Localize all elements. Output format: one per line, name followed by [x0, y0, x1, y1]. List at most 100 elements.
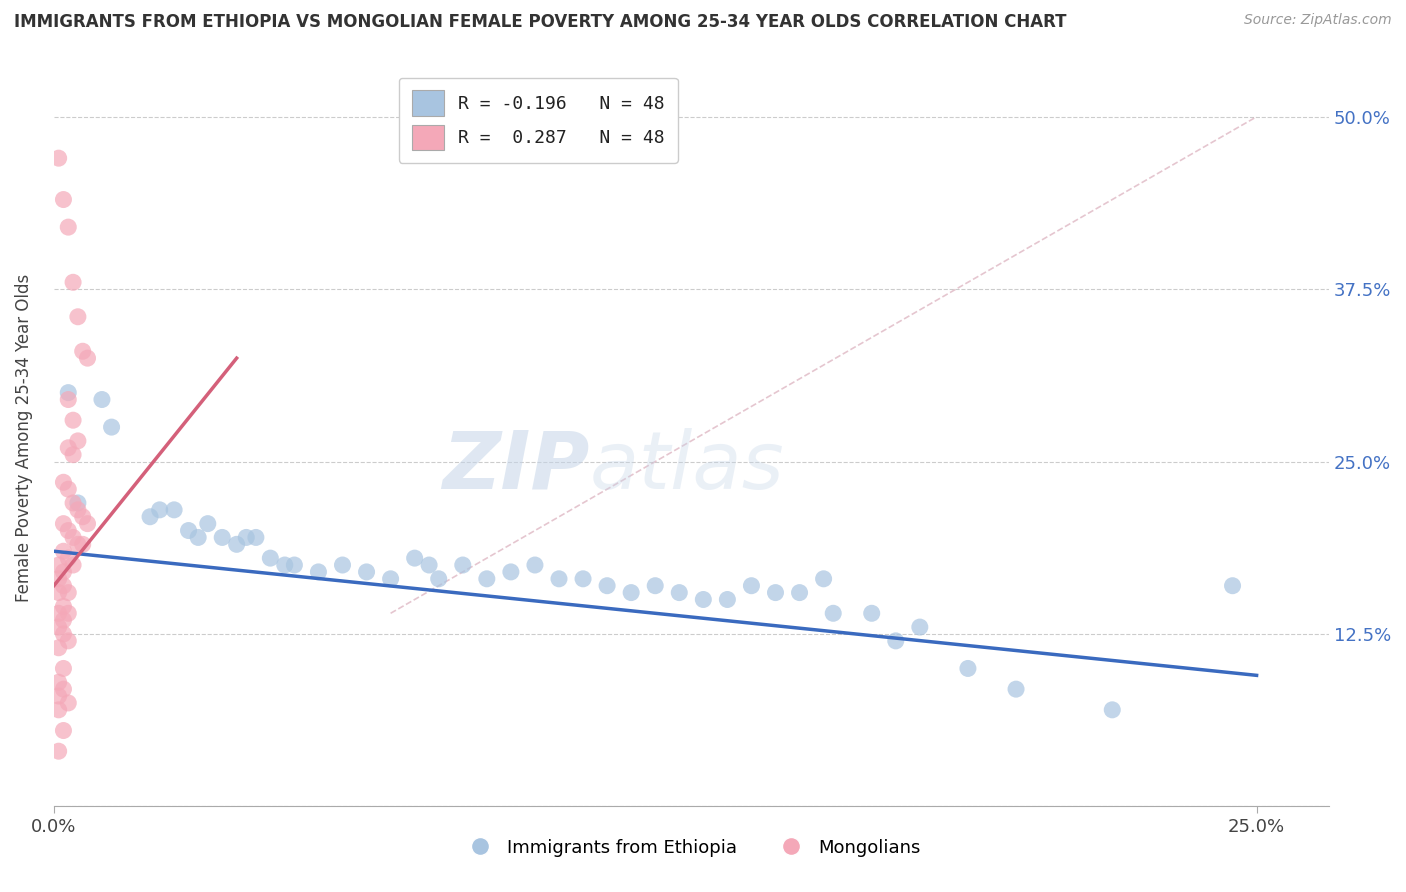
Point — [48, 675, 70, 690]
Point — [52, 723, 75, 738]
Point — [163, 503, 186, 517]
Point — [48, 640, 70, 655]
Text: IMMIGRANTS FROM ETHIOPIA VS MONGOLIAN FEMALE POVERTY AMONG 25-34 YEAR OLDS CORRE: IMMIGRANTS FROM ETHIOPIA VS MONGOLIAN FE… — [14, 13, 1067, 31]
Point — [66, 434, 89, 448]
Point — [52, 613, 75, 627]
Point — [332, 558, 354, 572]
Point — [48, 151, 70, 165]
Point — [1101, 703, 1123, 717]
Point — [177, 524, 200, 538]
Point — [644, 579, 666, 593]
Point — [404, 551, 426, 566]
Point — [62, 531, 84, 545]
Point — [58, 220, 80, 235]
Point — [418, 558, 440, 572]
Point — [572, 572, 595, 586]
Point — [789, 585, 811, 599]
Point — [66, 496, 89, 510]
Point — [52, 627, 75, 641]
Point — [813, 572, 835, 586]
Point — [765, 585, 787, 599]
Point — [52, 516, 75, 531]
Point — [58, 482, 80, 496]
Point — [48, 558, 70, 572]
Point — [52, 682, 75, 697]
Point — [451, 558, 474, 572]
Point — [740, 579, 762, 593]
Point — [72, 344, 94, 359]
Point — [52, 565, 75, 579]
Point — [1005, 682, 1028, 697]
Point — [48, 703, 70, 717]
Point — [66, 503, 89, 517]
Point — [716, 592, 738, 607]
Point — [58, 607, 80, 621]
Point — [62, 275, 84, 289]
Point — [62, 448, 84, 462]
Point — [52, 475, 75, 490]
Point — [475, 572, 498, 586]
Point — [48, 689, 70, 703]
Point — [274, 558, 297, 572]
Point — [548, 572, 571, 586]
Point — [48, 607, 70, 621]
Text: atlas: atlas — [589, 428, 785, 506]
Point — [197, 516, 219, 531]
Point — [62, 413, 84, 427]
Point — [62, 496, 84, 510]
Point — [211, 531, 233, 545]
Point — [427, 572, 450, 586]
Point — [1222, 579, 1244, 593]
Point — [58, 633, 80, 648]
Point — [307, 565, 329, 579]
Point — [620, 585, 643, 599]
Point — [499, 565, 522, 579]
Point — [283, 558, 305, 572]
Text: ZIP: ZIP — [441, 428, 589, 506]
Point — [523, 558, 546, 572]
Point — [48, 585, 70, 599]
Point — [668, 585, 690, 599]
Point — [48, 620, 70, 634]
Point — [380, 572, 402, 586]
Point — [58, 524, 80, 538]
Point — [48, 744, 70, 758]
Point — [860, 607, 883, 621]
Point — [58, 392, 80, 407]
Point — [58, 441, 80, 455]
Point — [100, 420, 122, 434]
Point — [76, 516, 98, 531]
Text: Source: ZipAtlas.com: Source: ZipAtlas.com — [1244, 13, 1392, 28]
Point — [596, 579, 619, 593]
Point — [52, 599, 75, 614]
Point — [908, 620, 931, 634]
Point — [884, 633, 907, 648]
Point — [66, 310, 89, 324]
Point — [58, 696, 80, 710]
Point — [356, 565, 378, 579]
Point — [52, 544, 75, 558]
Point — [52, 661, 75, 675]
Point — [52, 193, 75, 207]
Point — [66, 537, 89, 551]
Point — [58, 385, 80, 400]
Point — [48, 572, 70, 586]
Point — [139, 509, 162, 524]
Point — [149, 503, 172, 517]
Point — [823, 607, 845, 621]
Point — [58, 551, 80, 566]
Point — [225, 537, 247, 551]
Point — [72, 509, 94, 524]
Point — [72, 537, 94, 551]
Y-axis label: Female Poverty Among 25-34 Year Olds: Female Poverty Among 25-34 Year Olds — [15, 273, 32, 601]
Point — [91, 392, 114, 407]
Point — [259, 551, 281, 566]
Point — [76, 351, 98, 366]
Point — [235, 531, 257, 545]
Point — [187, 531, 209, 545]
Point — [956, 661, 979, 675]
Point — [58, 585, 80, 599]
Point — [692, 592, 714, 607]
Legend: Immigrants from Ethiopia, Mongolians: Immigrants from Ethiopia, Mongolians — [454, 831, 928, 863]
Point — [52, 579, 75, 593]
